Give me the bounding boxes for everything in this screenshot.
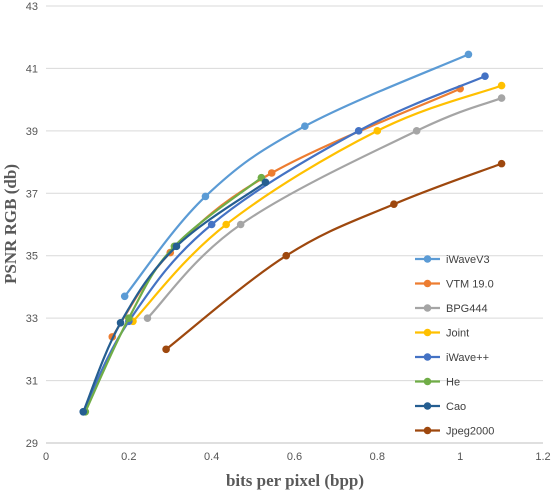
series-line (82, 181, 267, 413)
legend-label: Cao (446, 401, 466, 413)
series-he (81, 173, 266, 416)
legend-swatch-marker (423, 279, 432, 288)
x-tick-label: 0.2 (121, 451, 136, 463)
data-point (354, 127, 363, 135)
legend-item: Joint (415, 328, 469, 340)
legend-item: BPG444 (415, 303, 488, 315)
y-tick-label: 35 (26, 251, 38, 263)
series-lines (79, 50, 506, 416)
series-line (131, 84, 503, 323)
data-point (497, 159, 506, 168)
data-point (79, 407, 88, 416)
data-point (497, 81, 506, 90)
x-tick-label: 0.8 (370, 451, 385, 463)
legend-item: VTM 19.0 (415, 279, 494, 291)
series-line (84, 176, 263, 413)
data-point (143, 314, 152, 322)
series-line (123, 53, 470, 298)
legend-swatch-marker (423, 328, 432, 337)
x-tick-label: 1.2 (535, 451, 550, 463)
y-axis-title: PSNR RGB (db) (1, 164, 20, 284)
gridlines (46, 5, 543, 444)
y-tick-label: 41 (26, 63, 38, 75)
legend-item: iWave++ (415, 352, 489, 364)
legend-item: Jpeg2000 (415, 426, 494, 438)
data-point (412, 127, 421, 135)
x-axis-title: bits per pixel (bpp) (226, 471, 364, 490)
data-point (301, 122, 309, 130)
legend-label: iWaveV3 (446, 254, 490, 266)
legend-swatch-marker (423, 304, 432, 312)
data-point (120, 292, 129, 301)
data-point (162, 345, 170, 354)
y-tick-label: 39 (26, 126, 38, 138)
series-jpeg2000 (162, 159, 506, 354)
data-point (481, 72, 489, 81)
legend-swatch-marker (423, 402, 432, 410)
data-point (464, 50, 473, 59)
y-tick-label: 29 (26, 438, 38, 450)
legend-item: iWaveV3 (415, 254, 490, 266)
x-tick-label: 0 (43, 451, 49, 463)
data-point (222, 220, 230, 229)
legend-swatch-marker (423, 353, 432, 361)
legend-label: He (446, 377, 460, 389)
data-point (267, 169, 276, 177)
legend-swatch-marker (423, 377, 432, 386)
legend-swatch-marker (423, 426, 432, 435)
legend-label: BPG444 (446, 303, 488, 315)
data-point (373, 127, 382, 135)
data-point (207, 220, 216, 229)
x-tick-label: 0.4 (204, 451, 219, 463)
data-point (390, 200, 398, 209)
series-line (146, 96, 503, 320)
data-point (201, 192, 210, 201)
legend-item: Cao (415, 401, 466, 413)
legend-label: Jpeg2000 (446, 426, 494, 438)
legend: iWaveV3 VTM 19.0 BPG444 Joint iWave++ He Cao Jp… (415, 254, 494, 438)
y-tick-label: 33 (26, 313, 38, 325)
x-tick-label: 1 (457, 451, 463, 463)
legend-item: He (415, 377, 460, 389)
y-tick-label: 43 (26, 1, 38, 13)
series-iwave- (79, 72, 489, 416)
series-bpg444 (143, 94, 506, 322)
y-tick-labels: 29 31 33 35 37 39 41 43 (26, 1, 38, 450)
data-point (125, 314, 133, 322)
legend-label: iWave++ (446, 352, 489, 364)
data-point (261, 178, 270, 187)
series-cao (79, 178, 270, 416)
legend-label: Joint (446, 328, 469, 340)
data-point (116, 319, 125, 327)
y-tick-label: 37 (26, 188, 38, 200)
data-point (236, 220, 245, 229)
data-point (282, 251, 291, 260)
legend-label: VTM 19.0 (446, 279, 494, 291)
y-tick-label: 31 (26, 376, 38, 388)
legend-swatch-marker (423, 255, 432, 263)
x-tick-label: 0.6 (287, 451, 302, 463)
data-point (172, 242, 181, 251)
series-line (165, 162, 503, 351)
x-tick-labels: 0 0.2 0.4 0.6 0.8 1 1.2 (43, 451, 551, 463)
series-iwavev3 (120, 50, 473, 301)
data-point (497, 94, 506, 102)
